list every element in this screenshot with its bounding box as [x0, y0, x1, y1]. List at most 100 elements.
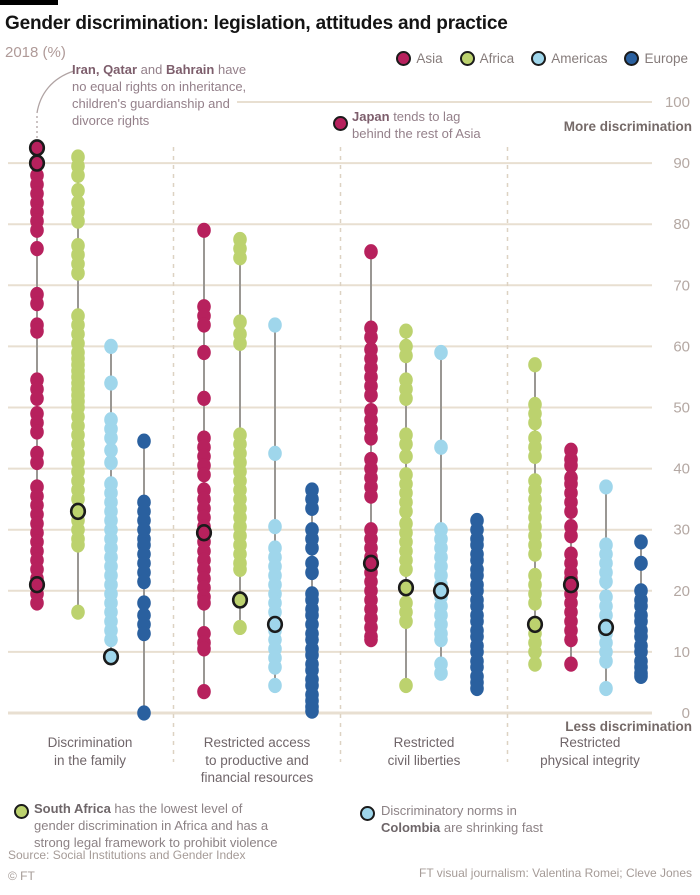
americas-marker-icon	[531, 51, 547, 66]
africa-marker-icon	[459, 51, 475, 66]
data-dot	[599, 479, 613, 495]
data-dot	[399, 390, 413, 406]
highlight-dot	[28, 575, 46, 594]
annotation-bold-text: Colombia	[381, 819, 441, 835]
highlight-dot	[28, 139, 46, 157]
data-dot	[268, 659, 282, 675]
legend-item-africa: Africa	[459, 51, 515, 66]
data-dot	[528, 357, 542, 373]
data-dot	[599, 653, 613, 669]
annotation-text: and	[137, 62, 166, 77]
data-dot	[197, 317, 211, 333]
ft-top-bar	[0, 0, 58, 5]
annotation-japan: Japan tends to lag behind the rest of As…	[352, 109, 484, 143]
category-label: Restricted access to productive and fina…	[200, 735, 314, 786]
data-dot	[599, 680, 613, 697]
legend-label: Asia	[416, 51, 443, 66]
data-dot	[528, 595, 542, 611]
legend-item-americas: Americas	[531, 51, 607, 66]
y-tick-label: 50	[673, 400, 690, 417]
legend: Asia Africa Americas Europe	[396, 51, 688, 66]
data-dot	[197, 595, 211, 611]
asia-marker-icon	[396, 51, 412, 66]
data-dot	[30, 390, 44, 406]
data-dot	[268, 519, 282, 535]
data-dot	[71, 167, 85, 183]
annotation-iran-qatar-bahrain: Iran, Qatar and Bahrain have no equal ri…	[72, 62, 250, 130]
legend-label: Americas	[551, 51, 608, 66]
highlight-dot	[28, 154, 46, 172]
data-dot	[137, 595, 151, 611]
data-dot	[434, 439, 448, 455]
data-dot	[137, 705, 151, 721]
highlight-dot	[597, 618, 615, 637]
data-dot	[399, 323, 413, 339]
data-dot	[634, 534, 648, 550]
legend-label: Africa	[479, 51, 515, 66]
data-dot	[364, 244, 378, 260]
legend-item-asia: Asia	[396, 51, 443, 66]
annotation-text: have no equal rights on inheritance, chi…	[72, 62, 247, 128]
data-dot	[399, 677, 413, 694]
chart-subtitle: 2018 (%)	[5, 44, 66, 61]
data-dot	[71, 604, 85, 620]
data-dot	[364, 430, 378, 446]
data-dot	[364, 329, 378, 345]
legend-label: Europe	[644, 51, 688, 66]
data-dot	[104, 338, 118, 354]
data-dot	[71, 182, 85, 199]
annotation-bold-text: Bahrain	[165, 62, 215, 77]
data-dot	[30, 296, 44, 312]
data-dot	[71, 265, 85, 281]
highlight-dot	[102, 648, 120, 666]
data-dot	[305, 540, 319, 556]
data-dot	[634, 668, 648, 684]
data-dot	[399, 448, 413, 464]
data-dot	[233, 335, 247, 351]
data-dot	[399, 347, 413, 364]
data-dot	[104, 442, 118, 458]
category-label: Restricted physical integrity	[540, 735, 640, 768]
data-dot	[564, 503, 578, 519]
data-dot	[434, 665, 448, 681]
data-dot	[137, 625, 151, 642]
highlight-dot	[526, 615, 544, 634]
highlight-dot	[362, 554, 380, 573]
data-dot	[71, 213, 85, 229]
data-dot	[564, 528, 578, 544]
more-discrimination-label: More discrimination	[563, 119, 692, 134]
highlight-dot	[266, 615, 284, 634]
highlight-dot	[69, 502, 87, 521]
data-dot	[528, 415, 542, 431]
data-dot	[104, 454, 118, 471]
annotation-bold-text: Iran, Qatar	[72, 62, 138, 77]
data-dot	[564, 656, 578, 672]
data-dot	[30, 222, 44, 238]
annotation-south-africa: South Africa has the lowest level of gen…	[34, 801, 286, 852]
data-dot	[434, 632, 448, 648]
y-tick-label: 90	[673, 155, 690, 172]
highlight-dot	[562, 575, 580, 594]
colombia-highlight-marker-icon	[360, 806, 375, 821]
y-tick-label: 10	[673, 644, 690, 661]
data-dot	[528, 546, 542, 562]
data-dot	[268, 604, 282, 620]
data-dot	[364, 632, 378, 648]
source-note: Source: Social Institutions and Gender I…	[8, 848, 246, 862]
data-dot	[104, 375, 118, 391]
data-dot	[528, 448, 542, 464]
data-dot	[30, 241, 44, 257]
data-dot	[599, 574, 613, 590]
highlight-dot	[397, 579, 415, 597]
annotation-bold-text: Japan	[352, 109, 390, 124]
data-dot	[71, 537, 85, 553]
data-dot	[268, 677, 282, 694]
y-tick-label: 60	[673, 338, 690, 355]
credit-note: FT visual journalism: Valentina Romei; C…	[418, 866, 692, 880]
data-dot	[233, 314, 247, 330]
data-dot	[197, 222, 211, 238]
annotation-text: has the lowest level of gender discrimin…	[34, 801, 278, 850]
annotation-text: tends to lag behind the rest of Asia	[352, 109, 481, 141]
europe-marker-icon	[624, 51, 640, 66]
